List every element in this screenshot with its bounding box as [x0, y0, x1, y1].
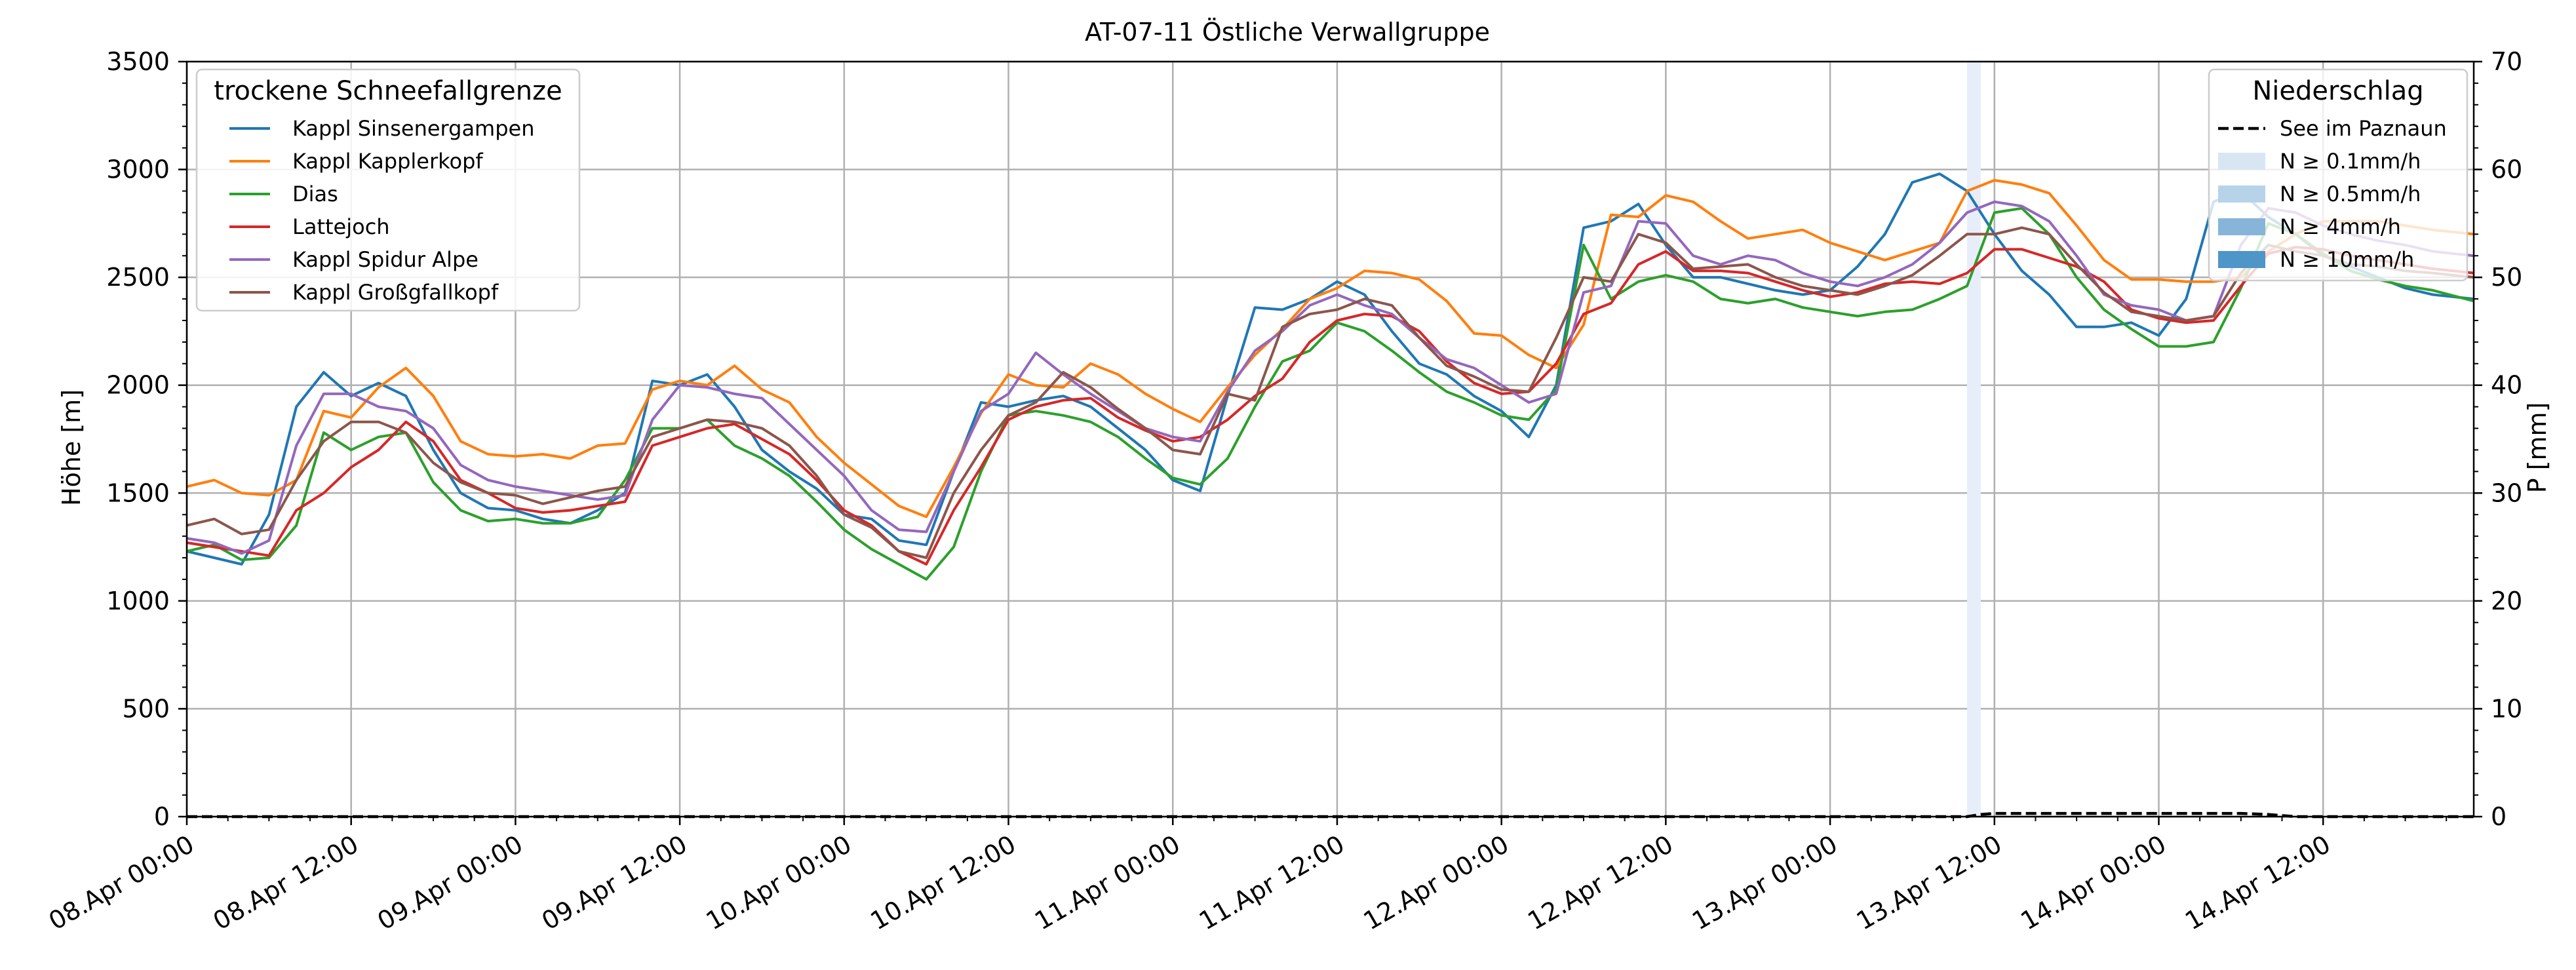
legend-precip-swatch — [2218, 218, 2265, 235]
series-layer — [186, 172, 2474, 819]
y2-tick-label: 20 — [2491, 587, 2522, 615]
legend-precip-box — [2208, 68, 2469, 282]
y-tick-label: 3500 — [106, 47, 170, 76]
legend-snow-label: Kappl Kapplerkopf — [292, 149, 483, 174]
y-tick-label: 0 — [154, 802, 170, 831]
x-tick-label: 11.Apr 12:00 — [1194, 830, 1350, 936]
legend-precip-swatch — [2218, 153, 2265, 170]
precip-line — [187, 811, 2474, 819]
chart-title: AT-07-11 Östliche Verwallgruppe — [1085, 18, 1490, 47]
legend-snow-label: Kappl Spidur Alpe — [292, 247, 478, 272]
legend-precip-title: Niederschlag — [2252, 76, 2423, 106]
y2-tick-label: 60 — [2491, 155, 2522, 184]
y2-tick-label: 0 — [2491, 802, 2507, 831]
x-tick-label: 08.Apr 00:00 — [44, 830, 199, 936]
legend-snow-label: Lattejoch — [292, 214, 390, 239]
series-line-4 — [186, 200, 2474, 555]
y2-tick-label: 30 — [2491, 478, 2522, 507]
precip-band — [1966, 62, 1981, 817]
legend-precip-swatch — [2218, 251, 2265, 268]
x-tick-label: 14.Apr 00:00 — [2016, 830, 2171, 936]
legend-precip-label: N ≥ 0.5mm/h — [2280, 182, 2421, 206]
legend-snow-label: Kappl Großgfallkopf — [292, 280, 499, 305]
x-tick-label: 10.Apr 00:00 — [701, 830, 857, 936]
y-tick-label: 2000 — [106, 371, 170, 400]
series-line-1 — [186, 179, 2474, 518]
x-tick-label: 14.Apr 12:00 — [2180, 830, 2335, 936]
y2-tick-label: 40 — [2491, 371, 2522, 400]
precip-band-layer — [1966, 62, 1981, 817]
y2-axis-label: P [mm] — [2523, 402, 2552, 494]
legend-precip-swatch — [2218, 185, 2265, 203]
legend-snow-box — [195, 68, 581, 312]
legend-snow: trockene Schneefallgrenze Kappl Sinsenerg… — [195, 68, 581, 312]
y2-tick-label: 70 — [2491, 47, 2522, 76]
legend-precip: Niederschlag See im Paznaun N ≥ 0.1mm/h N ≥… — [2208, 68, 2469, 282]
y-tick-label: 2500 — [106, 263, 170, 292]
legend-snow-title: trockene Schneefallgrenze — [214, 76, 562, 106]
x-tick-label: 09.Apr 00:00 — [372, 830, 528, 936]
y-tick-label: 3000 — [106, 155, 170, 184]
plot-frame — [185, 60, 2475, 818]
x-tick-label: 09.Apr 12:00 — [537, 830, 692, 936]
x-tick-label: 13.Apr 12:00 — [1852, 830, 2007, 936]
legend-precip-label: See im Paznaun — [2280, 116, 2447, 141]
y-axis-label: Höhe [m] — [57, 389, 86, 506]
x-tick-label: 11.Apr 00:00 — [1030, 830, 1185, 936]
y-tick-label: 1500 — [106, 478, 170, 507]
legend-snow-label: Kappl Sinsenergampen — [292, 116, 535, 141]
legend-precip-label: N ≥ 10mm/h — [2280, 247, 2414, 272]
legend-precip-label: N ≥ 0.1mm/h — [2280, 149, 2421, 174]
legend-snow-label: Dias — [292, 182, 338, 206]
y-tick-label: 500 — [122, 694, 170, 723]
series-line-5 — [186, 226, 2474, 559]
x-tick-label: 08.Apr 12:00 — [208, 830, 364, 936]
x-tick-label: 12.Apr 12:00 — [1523, 830, 1678, 936]
y-tick-label: 1000 — [106, 587, 170, 615]
x-tick-label: 12.Apr 00:00 — [1359, 830, 1514, 936]
y2-tick-label: 50 — [2491, 263, 2522, 292]
x-tick-label: 10.Apr 12:00 — [865, 830, 1021, 936]
legend-precip-label: N ≥ 4mm/h — [2280, 214, 2401, 239]
y2-tick-label: 10 — [2491, 694, 2522, 723]
x-tick-label: 13.Apr 00:00 — [1687, 830, 1843, 936]
series-line-2 — [186, 206, 2474, 581]
